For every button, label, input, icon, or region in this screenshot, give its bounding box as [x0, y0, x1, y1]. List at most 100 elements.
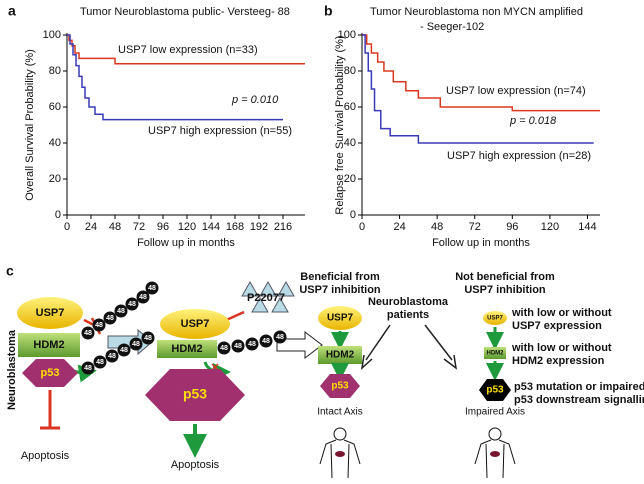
survival-curve: [67, 34, 283, 121]
x-tick-label: 144: [578, 221, 596, 233]
patients-label: Neuroblastoma: [368, 296, 449, 308]
panel-label: b: [324, 3, 333, 19]
series-label: USP7 high expression (n=55): [148, 125, 292, 137]
note: p53 mutation or impaired: [514, 381, 644, 393]
y-tick-label: 40: [344, 137, 356, 149]
ubiquitin-label: 48: [234, 343, 242, 350]
ubiquitin: [217, 341, 231, 355]
p53-shape: [145, 369, 245, 421]
y-tick-label: 100: [338, 29, 356, 41]
note: HDM2 expression: [512, 355, 605, 367]
hdm2-label: HDM2: [171, 343, 202, 355]
y-tick-label: 0: [55, 209, 61, 221]
survival-curve: [67, 34, 305, 65]
body-icon: [474, 427, 516, 479]
arrow: [360, 324, 391, 370]
usp7-label: USP7: [181, 318, 210, 330]
ubiquitin-label: 48: [96, 359, 104, 366]
ubiquitin-label: 48: [248, 341, 256, 348]
inhibition: [40, 390, 60, 430]
y-tick-label: 20: [49, 173, 61, 185]
body-icon: [319, 427, 361, 479]
y-tick-label: 60: [344, 101, 356, 113]
usp7-shape: [160, 309, 230, 339]
x-tick-label: 0: [64, 221, 70, 233]
ubiquitin-label: 48: [106, 315, 114, 322]
note: with low or without: [511, 307, 612, 319]
group-title: USP7 inhibition: [464, 284, 546, 296]
axis-caption: Impaired Axis: [465, 407, 525, 418]
x-tick-label: 168: [226, 221, 244, 233]
ubiquitin-label: 48: [95, 322, 103, 329]
y-tick-label: 100: [43, 29, 61, 41]
hdm2-label: HDM2: [33, 339, 64, 351]
y-tick-label: 20: [344, 173, 356, 185]
group-title: Not beneficial from: [455, 271, 555, 283]
ubiquitin: [92, 318, 106, 332]
ubiquitin: [136, 290, 150, 304]
x-axis-label: Follow up in months: [137, 237, 235, 249]
series-label: USP7 low expression (n=74): [446, 85, 586, 97]
x-tick-label: 144: [202, 221, 220, 233]
x-axis-label: Follow up in months: [432, 237, 530, 249]
x-tick-label: 72: [469, 221, 481, 233]
p53-label: p53: [183, 386, 207, 402]
p53-label: p53: [331, 381, 349, 392]
ubiquitin: [273, 330, 287, 344]
p53-label: p53: [41, 367, 60, 379]
y-axis-label: Relapse free Survival Probability (%): [334, 35, 346, 214]
hdm2-shape: [18, 333, 80, 357]
usp7-shape: [318, 306, 362, 330]
hdm2-shape: [318, 346, 362, 364]
usp7-label: USP7: [36, 307, 65, 319]
ubiquitin: [141, 331, 155, 345]
ubiquitin: [93, 355, 107, 369]
x-tick-label: 120: [541, 221, 559, 233]
x-tick-label: 0: [359, 221, 365, 233]
ubiquitin: [231, 339, 245, 353]
x-tick-label: 216: [274, 221, 292, 233]
axis-caption: Intact Axis: [317, 407, 363, 418]
usp7-shape: [17, 297, 83, 329]
y-tick-label: 60: [49, 101, 61, 113]
patients-label: patients: [387, 309, 429, 321]
ubiquitin-label: 48: [128, 301, 136, 308]
group-title: Beneficial from: [300, 271, 380, 283]
hdm2-shape: [157, 340, 217, 358]
ubiquitin-label: 48: [139, 294, 147, 301]
ubiquitin-label: 48: [84, 365, 92, 372]
p53-shape: [22, 359, 78, 387]
side-label: Neuroblastoma: [6, 329, 18, 410]
hdm2-shape: [484, 347, 506, 359]
x-tick-label: 24: [85, 221, 97, 233]
chart-title: Tumor Neuroblastoma public- Versteeg- 88: [80, 6, 290, 18]
apoptosis-label: Apoptosis: [171, 459, 220, 471]
arrow: [424, 324, 458, 370]
chart-title: - Seeger-102: [420, 21, 484, 33]
series-label: USP7 low expression (n=33): [118, 44, 258, 56]
x-tick-label: 120: [178, 221, 196, 233]
ubiquitin: [117, 343, 131, 357]
ubiquitin-label: 48: [144, 335, 152, 342]
inhibitor-label: P22077: [247, 292, 285, 304]
y-tick-label: 40: [49, 137, 61, 149]
ubiquitin-label: 48: [148, 285, 156, 292]
note: p53 downstream signalling: [514, 394, 644, 406]
x-tick-label: 96: [506, 221, 518, 233]
panel-label: c: [6, 263, 14, 279]
x-tick-label: 48: [431, 221, 443, 233]
ubiquitin: [81, 361, 95, 375]
note: with low or without: [511, 342, 612, 354]
ubiquitin: [103, 311, 117, 325]
p53-shape: [479, 379, 511, 401]
hdm2-label: HDM2: [326, 350, 355, 361]
y-axis-label: Overall Survival Probability (%): [24, 49, 36, 201]
ubiquitin-label: 48: [262, 338, 270, 345]
ubiquitin-label: 48: [132, 341, 140, 348]
ubiquitin: [125, 297, 139, 311]
y-tick-label: 0: [350, 209, 356, 221]
ubiquitin: [105, 349, 119, 363]
ubiquitin-label: 48: [84, 330, 92, 337]
ubiquitin: [81, 326, 95, 340]
